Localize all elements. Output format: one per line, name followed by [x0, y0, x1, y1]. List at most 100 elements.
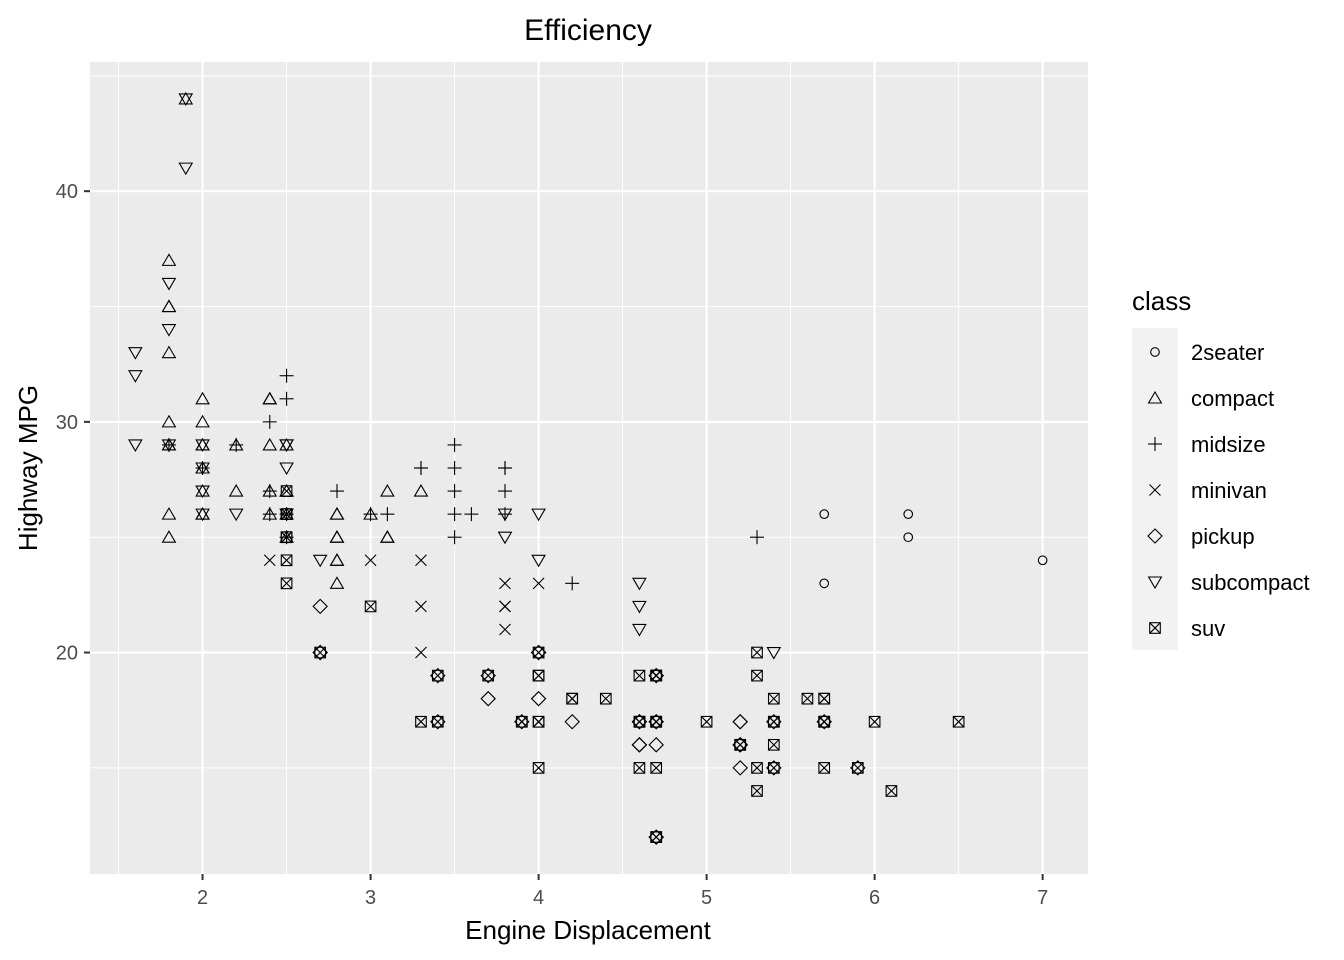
legend-key-background	[1132, 328, 1178, 650]
legend-label: subcompact	[1191, 570, 1310, 595]
point-suv	[751, 762, 763, 774]
point-compact	[161, 414, 177, 428]
point-suv	[818, 692, 831, 705]
legend-label: 2seater	[1191, 340, 1264, 365]
point-midsize	[262, 414, 277, 429]
y-axis: 20 30 40	[56, 181, 90, 665]
point-midsize	[447, 530, 462, 545]
point-subcompact	[228, 508, 244, 522]
point-2seater	[819, 578, 830, 589]
point-pickup	[766, 760, 782, 776]
point-midsize	[262, 484, 277, 499]
point-2seater	[903, 509, 914, 519]
point-subcompact	[161, 324, 177, 337]
point-midsize	[279, 391, 294, 406]
legend-key-midsize	[1148, 437, 1162, 451]
point-suv	[599, 692, 612, 705]
legend-key-pickup	[1147, 528, 1163, 544]
point-subcompact	[632, 600, 647, 614]
point-subcompact	[161, 439, 177, 453]
legend-label: suv	[1191, 616, 1225, 641]
point-compact	[329, 530, 345, 543]
point-minivan	[415, 646, 427, 659]
point-subcompact	[195, 462, 210, 476]
legend-item-2seater: 2seater	[1150, 340, 1264, 365]
point-pickup	[631, 713, 648, 730]
y-tick-label: 30	[56, 412, 78, 434]
point-suv	[767, 738, 780, 751]
point-suv	[767, 692, 780, 705]
point-suv	[751, 646, 763, 659]
point-pickup	[732, 713, 748, 730]
point-midsize	[262, 507, 277, 522]
legend-item-compact: compact	[1147, 386, 1274, 411]
legend-key-compact	[1147, 390, 1163, 404]
legend-item-suv: suv	[1149, 616, 1225, 641]
point-compact	[380, 530, 395, 543]
legend-key-subcompact	[1147, 576, 1163, 590]
point-suv	[364, 600, 377, 613]
y-axis-label: Highway MPG	[13, 385, 43, 551]
point-suv	[280, 577, 293, 590]
point-subcompact	[195, 508, 210, 522]
point-compact	[329, 576, 345, 589]
point-compact	[195, 391, 210, 405]
point-pickup	[480, 690, 496, 707]
point-pickup	[648, 737, 664, 753]
point-subcompact	[161, 277, 177, 291]
legend-label: compact	[1191, 386, 1274, 411]
x-tick-label: 5	[701, 887, 712, 909]
point-minivan	[499, 623, 511, 636]
point-midsize	[447, 507, 462, 522]
point-midsize	[229, 437, 244, 452]
point-suv	[280, 531, 293, 544]
point-compact	[161, 253, 177, 266]
point-suv	[650, 831, 663, 843]
point-suv	[532, 646, 545, 659]
point-minivan	[415, 554, 427, 567]
point-minivan	[499, 577, 511, 590]
point-2seater	[819, 509, 830, 519]
point-midsize	[447, 461, 462, 475]
point-subcompact	[178, 162, 194, 176]
point-compact	[161, 345, 177, 359]
point-subcompact	[632, 577, 647, 591]
point-suv	[767, 762, 780, 774]
point-suv	[280, 554, 293, 567]
point-subcompact	[128, 370, 143, 383]
point-minivan	[364, 554, 377, 567]
point-suv	[431, 669, 444, 682]
point-pickup	[312, 644, 328, 661]
point-suv	[633, 762, 646, 774]
point-compact	[161, 507, 177, 520]
point-compact	[195, 414, 210, 428]
point-subcompact	[531, 508, 546, 522]
chart-title: Efficiency	[524, 14, 652, 47]
point-minivan	[499, 600, 511, 613]
point-subcompact	[279, 439, 294, 453]
point-pickup	[648, 829, 664, 845]
x-tick-label: 2	[197, 887, 208, 909]
point-subcompact	[128, 439, 143, 453]
point-compact	[161, 299, 177, 313]
legend-item-subcompact: subcompact	[1147, 570, 1310, 595]
point-midsize	[380, 507, 395, 522]
point-suv	[314, 646, 327, 659]
point-midsize	[565, 576, 580, 591]
point-minivan	[415, 600, 427, 613]
point-suv	[280, 485, 293, 497]
legend-item-minivan: minivan	[1149, 478, 1267, 503]
point-midsize	[413, 461, 428, 475]
point-subcompact	[497, 531, 513, 545]
x-axis: 2 3 4 5 6 7	[197, 874, 1048, 909]
x-tick-label: 3	[365, 887, 376, 909]
point-midsize	[464, 507, 479, 522]
point-compact	[329, 507, 345, 520]
point-pickup	[514, 713, 530, 730]
point-suv	[885, 785, 898, 797]
point-pickup	[430, 713, 446, 730]
point-pickup	[648, 713, 664, 730]
legend-key-suv	[1149, 622, 1161, 634]
point-midsize	[363, 507, 378, 522]
point-pickup	[816, 713, 832, 730]
